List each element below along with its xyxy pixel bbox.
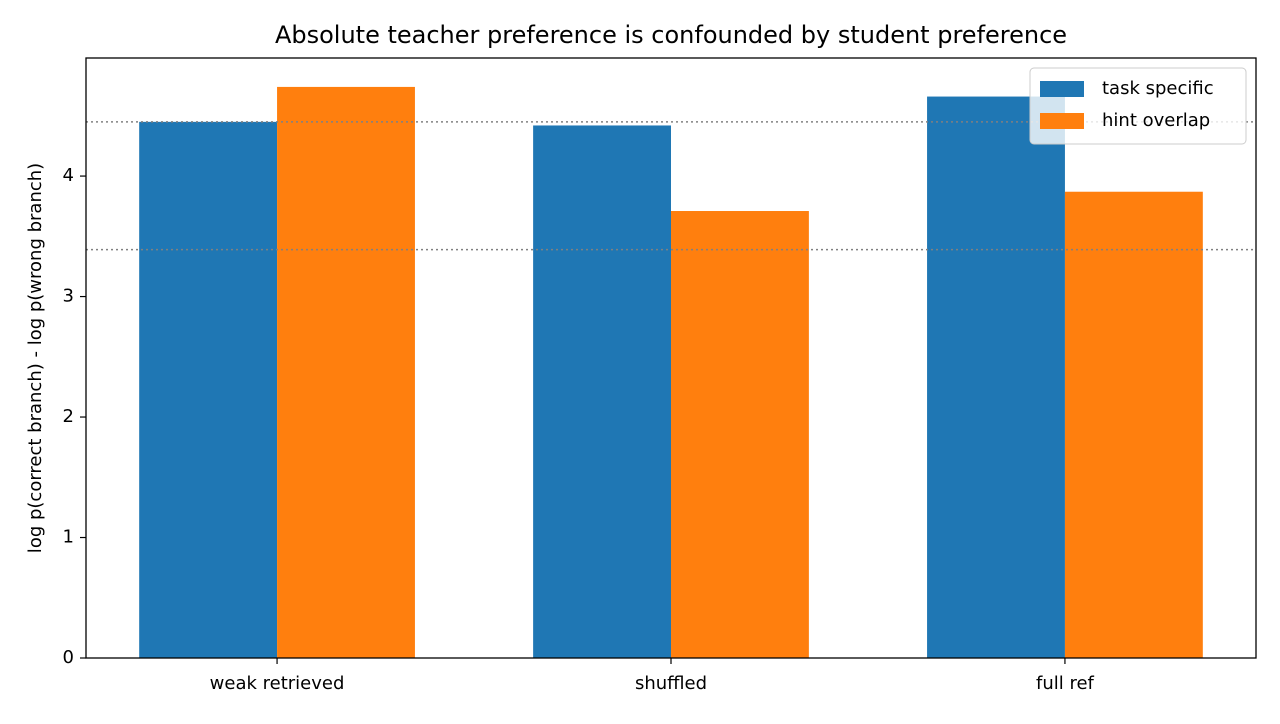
y-tick-label: 0 bbox=[63, 647, 74, 668]
y-tick-label: 1 bbox=[63, 527, 74, 548]
y-tick-label: 4 bbox=[63, 165, 74, 186]
x-tick-label: full ref bbox=[1036, 673, 1095, 694]
y-tick-label: 2 bbox=[63, 406, 74, 427]
bar bbox=[671, 211, 809, 658]
legend-label: hint overlap bbox=[1102, 110, 1210, 131]
bar bbox=[277, 86, 415, 659]
bar bbox=[139, 121, 278, 659]
bar bbox=[927, 96, 1065, 659]
bar bbox=[533, 125, 671, 659]
x-tick-label: shuffled bbox=[635, 673, 707, 694]
chart-title: Absolute teacher preference is confounde… bbox=[275, 21, 1067, 49]
legend-swatch bbox=[1040, 113, 1084, 129]
legend-swatch bbox=[1040, 81, 1084, 97]
y-tick-label: 3 bbox=[63, 286, 74, 307]
x-tick-label: weak retrieved bbox=[210, 673, 345, 694]
legend-label: task specific bbox=[1102, 78, 1214, 99]
bar bbox=[1064, 191, 1203, 659]
y-axis-label: log p(correct branch) - log p(wrong bran… bbox=[25, 163, 46, 553]
